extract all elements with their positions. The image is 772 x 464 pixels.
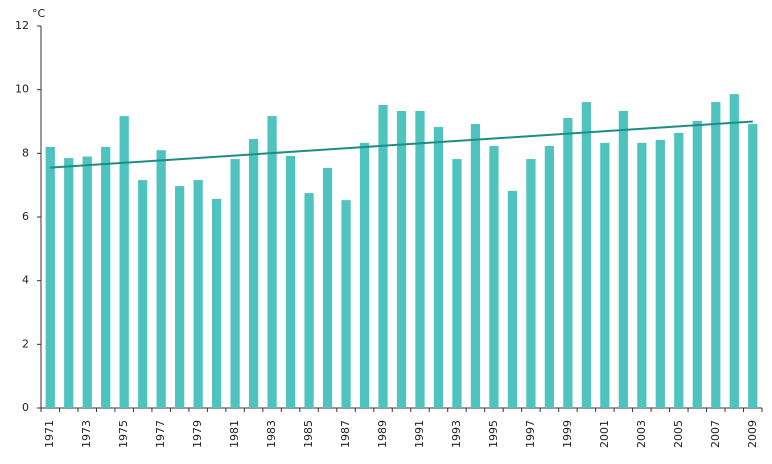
bar [655, 139, 665, 409]
bar [433, 126, 444, 408]
bar [138, 180, 148, 408]
bar [156, 150, 166, 408]
x-tick-label: 2009 [746, 420, 759, 448]
bar [322, 167, 333, 408]
bar [193, 180, 203, 408]
x-tick-label: 1971 [43, 420, 56, 448]
bar [618, 110, 628, 409]
bar [674, 132, 684, 408]
bar [212, 198, 222, 408]
bar [230, 159, 240, 408]
x-tick-label: 2001 [598, 420, 611, 448]
bar [285, 155, 296, 408]
bar [267, 116, 277, 409]
bar [489, 146, 499, 409]
bar [637, 142, 647, 408]
x-tick-label: 1999 [561, 420, 574, 448]
x-tick-label: 1983 [265, 420, 278, 448]
unit-label: °C [32, 7, 46, 20]
bar [415, 110, 425, 409]
bar [470, 124, 481, 409]
bar [341, 200, 351, 408]
y-tick-label: 2 [22, 337, 29, 350]
x-tick-label: 1979 [191, 420, 204, 448]
y-tick-label: 4 [22, 274, 29, 287]
x-tick-label: 1977 [154, 420, 167, 448]
bar [544, 146, 555, 409]
bar [378, 104, 388, 409]
y-tick-label: 6 [22, 210, 29, 223]
x-tick-label: 1989 [376, 420, 389, 448]
bar [452, 159, 462, 408]
y-tick-label: 12 [15, 19, 29, 32]
bar [175, 186, 185, 408]
bar [600, 142, 610, 408]
x-tick-label: 1993 [450, 420, 463, 448]
x-tick-label: 1981 [228, 420, 241, 448]
x-tick-label: 1987 [339, 420, 352, 448]
bar [304, 193, 314, 408]
bar [45, 146, 55, 408]
x-tick-label: 1973 [80, 420, 93, 448]
x-tick-label: 2003 [635, 420, 648, 448]
x-tick-label: 1991 [413, 420, 426, 448]
bar [526, 159, 536, 408]
x-tick-label: 1995 [487, 420, 500, 448]
bar [101, 146, 111, 408]
x-tick-label: 1997 [524, 420, 537, 448]
x-tick-label: 1975 [117, 420, 130, 448]
bar [396, 110, 407, 409]
bar [711, 102, 721, 408]
bar [359, 142, 370, 408]
bar [248, 139, 259, 408]
y-tick-label: 8 [22, 146, 29, 159]
trend-line [50, 120, 753, 169]
bar [563, 117, 573, 408]
x-tick-label: 2005 [672, 420, 685, 448]
bar [581, 102, 591, 408]
bar [692, 120, 702, 408]
y-tick-label: 0 [22, 401, 29, 414]
bar [64, 158, 74, 408]
bar [729, 94, 739, 408]
bar [507, 190, 518, 408]
bar [119, 116, 129, 409]
x-tick-label: 1985 [302, 420, 315, 448]
y-tick-label: 10 [15, 83, 29, 96]
bar [748, 124, 758, 409]
x-tick-label: 2007 [709, 420, 722, 448]
bar [82, 156, 92, 408]
